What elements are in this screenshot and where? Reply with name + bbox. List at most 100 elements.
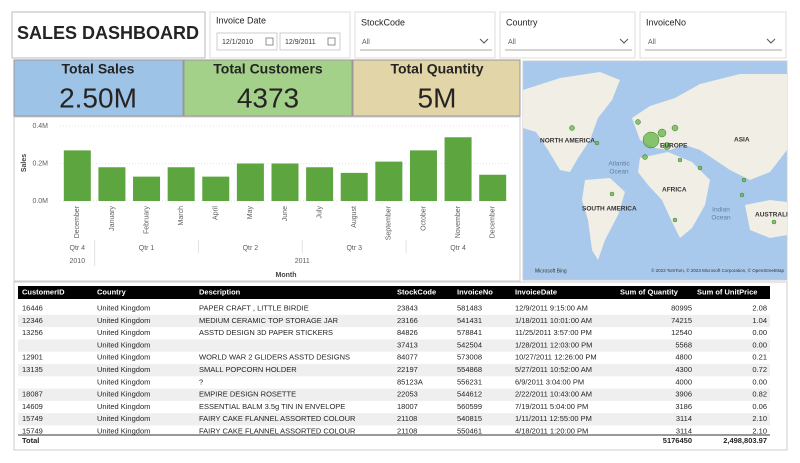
table-cell: 12540: [671, 328, 692, 337]
table-cell: ASSTD DESIGN 3D PAPER STICKERS: [199, 328, 333, 337]
table-cell: 10/27/2011 12:26:00 PM: [515, 353, 597, 362]
table-cell: 3186: [675, 402, 692, 411]
table-header: [18, 286, 770, 299]
ocean-label: Atlantic: [608, 161, 630, 168]
bubble[interactable]: [657, 128, 667, 138]
table-cell: United Kingdom: [97, 353, 150, 362]
map[interactable]: NORTH AMERICA EUROPE ASIA AFRICA SOUTH A…: [522, 60, 788, 281]
table-cell: 12346: [22, 316, 43, 325]
table-cell: 15749: [22, 414, 43, 423]
table-cell: 544612: [457, 390, 482, 399]
table-cell: 3114: [676, 426, 692, 435]
date-input[interactable]: [216, 32, 278, 51]
bar: [202, 176, 230, 201]
table-cell: 16446: [22, 303, 43, 312]
table-cell: PAPER CRAFT , LITTLE BIRDIE: [199, 303, 309, 312]
bubble[interactable]: [635, 119, 641, 125]
bubble[interactable]: [663, 142, 671, 150]
slicer-value[interactable]: All: [362, 39, 370, 46]
bubble[interactable]: [569, 125, 575, 131]
bubble[interactable]: [609, 191, 615, 197]
slicer-label: StockCode: [361, 17, 405, 27]
bubble[interactable]: [642, 154, 648, 160]
bubble[interactable]: [741, 177, 747, 183]
table-cell: 4000: [675, 377, 692, 386]
kpi-card: [352, 59, 521, 117]
x-tick-label: December: [74, 205, 81, 238]
bubble[interactable]: [594, 140, 600, 146]
column-header: Description: [199, 287, 241, 296]
table-cell: 21108: [397, 414, 417, 423]
quarter-label: Qtr 4: [450, 245, 466, 252]
bubble[interactable]: [671, 124, 679, 132]
table-cell: 74215: [671, 316, 692, 325]
year-label: 2010: [70, 258, 86, 265]
bubble[interactable]: [642, 131, 660, 149]
calendar-icon[interactable]: [327, 37, 336, 46]
table-cell: United Kingdom: [97, 390, 150, 399]
bubble[interactable]: [677, 157, 683, 163]
table-cell: 1/18/2011 10:01:00 AM: [515, 316, 592, 325]
slicer-value[interactable]: All: [648, 39, 656, 46]
chevron[interactable]: [479, 38, 489, 44]
table-cell: 541431: [457, 316, 482, 325]
kpi-card: [13, 59, 184, 117]
kpi-title: Total Quantity: [390, 61, 483, 77]
sort-indicator[interactable]: [621, 300, 627, 303]
table-cell: 2.10: [752, 426, 767, 435]
table-cell: United Kingdom: [97, 303, 150, 312]
chevron[interactable]: [619, 38, 629, 44]
table-cell: 550461: [457, 426, 482, 435]
bar: [375, 161, 403, 201]
x-tick-label: November: [455, 205, 462, 238]
column-header: Sum of UnitPrice: [697, 287, 757, 296]
bar: [63, 150, 91, 201]
x-tick-label: June: [282, 206, 289, 221]
x-axis-label: Month: [276, 272, 297, 279]
slicer-label: Invoice Date: [216, 15, 266, 25]
land: [582, 178, 625, 260]
ocean-label: Indian: [712, 207, 730, 214]
table-cell: United Kingdom: [97, 377, 150, 386]
column-header: InvoiceNo: [457, 287, 493, 296]
date-input[interactable]: [279, 32, 341, 51]
date-end[interactable]: 12/9/2011: [285, 39, 316, 46]
bar: [98, 167, 126, 201]
table-cell: 542504: [457, 340, 482, 349]
table-cell: 578841: [457, 328, 482, 337]
quarter-label: Qtr 3: [346, 245, 362, 252]
total-quantity: 5176450: [663, 436, 692, 445]
x-tick-label: August: [351, 206, 358, 228]
y-tick-label: 0.0M: [32, 198, 48, 205]
table-cell: 1/28/2011 12:03:00 PM: [515, 340, 592, 349]
chevron[interactable]: [766, 38, 776, 44]
table-cell: 18007: [397, 402, 418, 411]
table-cell: 12/9/2011 9:15:00 AM: [515, 303, 588, 312]
map-label: SOUTH AMERICA: [582, 206, 637, 213]
land: [745, 200, 787, 238]
table-cell: 13135: [22, 365, 43, 374]
table-cell: United Kingdom: [97, 426, 150, 435]
bubble[interactable]: [672, 217, 678, 223]
bubble[interactable]: [739, 192, 745, 198]
table-cell: 0.00: [752, 328, 767, 337]
table-cell: 554868: [457, 365, 482, 374]
map-logo: Microsoft Bing: [535, 268, 567, 274]
table-cell: United Kingdom: [97, 316, 150, 325]
table-cell: 22197: [397, 365, 418, 374]
dashboard-title: SALES DASHBOARD: [17, 23, 199, 43]
table-cell: FAIRY CAKE FLANNEL ASSORTED COLOUR: [199, 426, 356, 435]
kpi-card: [183, 59, 353, 117]
table-cell: 581483: [457, 303, 482, 312]
map-attribution: © 2023 TomTom, © 2023 Microsoft Corporat…: [651, 267, 784, 273]
slicer-value[interactable]: All: [508, 39, 516, 46]
date-start[interactable]: 12/1/2010: [222, 39, 253, 46]
calendar-icon[interactable]: [265, 37, 274, 46]
column-header: StockCode: [397, 287, 436, 296]
quarter-label: Qtr 1: [139, 245, 155, 252]
kpi-value: 4373: [237, 82, 299, 113]
bubble[interactable]: [697, 165, 703, 171]
row-stripe: [18, 388, 770, 401]
bubble[interactable]: [771, 219, 777, 225]
